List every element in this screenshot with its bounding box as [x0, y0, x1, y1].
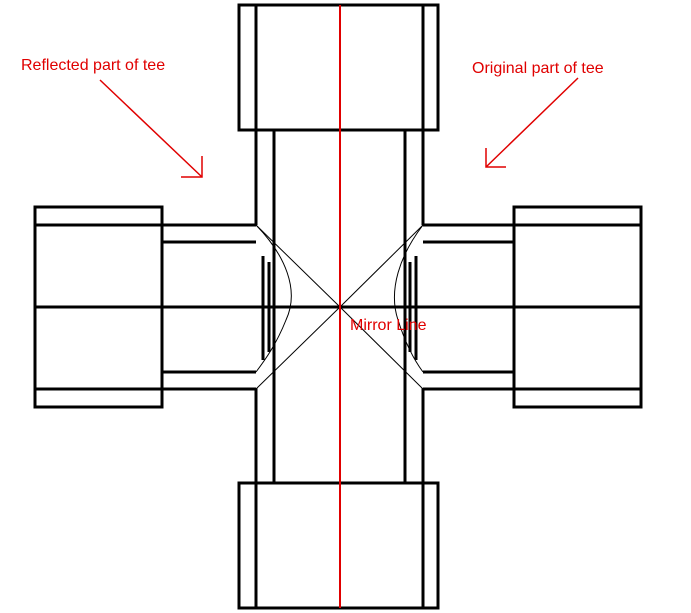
- mirror-line-label: Mirror Line: [350, 317, 427, 334]
- original-part-label: Original part of tee: [472, 60, 604, 77]
- bottom-socket: [237, 481, 440, 610]
- reflected-part-label: Reflected part of tee: [21, 57, 166, 74]
- left-intersection-curve: [255, 224, 292, 373]
- diagonal-lower-right: [339, 306, 424, 390]
- reflected-arrow: [99, 79, 203, 178]
- diagonal-upper-right: [339, 224, 424, 308]
- intersection-lines: [255, 224, 424, 390]
- right-intersection-curve: [394, 224, 424, 373]
- top-socket: [237, 3, 440, 132]
- diagonal-upper-left: [255, 224, 341, 308]
- diagonal-lower-left: [255, 306, 341, 390]
- tee-outline: [33, 3, 643, 610]
- original-arrow: [485, 77, 579, 168]
